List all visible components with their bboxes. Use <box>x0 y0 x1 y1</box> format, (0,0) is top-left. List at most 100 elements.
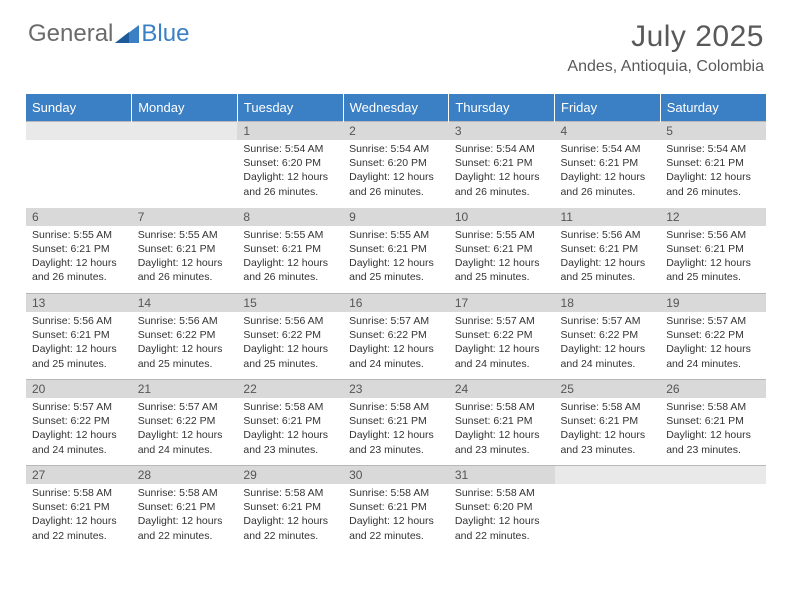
calendar-cell: 2Sunrise: 5:54 AMSunset: 6:20 PMDaylight… <box>343 122 449 208</box>
calendar-cell: 11Sunrise: 5:56 AMSunset: 6:21 PMDayligh… <box>555 208 661 294</box>
day-content: Sunrise: 5:57 AMSunset: 6:22 PMDaylight:… <box>26 398 132 461</box>
calendar-cell: 17Sunrise: 5:57 AMSunset: 6:22 PMDayligh… <box>449 294 555 380</box>
day-number: 20 <box>26 380 132 398</box>
day-content: Sunrise: 5:57 AMSunset: 6:22 PMDaylight:… <box>660 312 766 375</box>
day-content: Sunrise: 5:58 AMSunset: 6:21 PMDaylight:… <box>237 484 343 547</box>
day-number: 15 <box>237 294 343 312</box>
day-content: Sunrise: 5:54 AMSunset: 6:21 PMDaylight:… <box>660 140 766 203</box>
day-number: 6 <box>26 208 132 226</box>
calendar-cell: 3Sunrise: 5:54 AMSunset: 6:21 PMDaylight… <box>449 122 555 208</box>
calendar-cell: 24Sunrise: 5:58 AMSunset: 6:21 PMDayligh… <box>449 380 555 466</box>
day-content: Sunrise: 5:54 AMSunset: 6:21 PMDaylight:… <box>555 140 661 203</box>
day-content: Sunrise: 5:58 AMSunset: 6:21 PMDaylight:… <box>237 398 343 461</box>
day-number: 24 <box>449 380 555 398</box>
day-number: 8 <box>237 208 343 226</box>
empty-cell <box>555 466 661 484</box>
day-content: Sunrise: 5:58 AMSunset: 6:21 PMDaylight:… <box>343 398 449 461</box>
day-header: Sunday <box>26 94 132 122</box>
day-number: 28 <box>132 466 238 484</box>
empty-cell <box>26 122 132 140</box>
day-content: Sunrise: 5:55 AMSunset: 6:21 PMDaylight:… <box>237 226 343 289</box>
day-content: Sunrise: 5:54 AMSunset: 6:21 PMDaylight:… <box>449 140 555 203</box>
calendar-cell: 23Sunrise: 5:58 AMSunset: 6:21 PMDayligh… <box>343 380 449 466</box>
calendar-cell: 16Sunrise: 5:57 AMSunset: 6:22 PMDayligh… <box>343 294 449 380</box>
day-number: 16 <box>343 294 449 312</box>
calendar-cell: 9Sunrise: 5:55 AMSunset: 6:21 PMDaylight… <box>343 208 449 294</box>
day-content: Sunrise: 5:56 AMSunset: 6:21 PMDaylight:… <box>26 312 132 375</box>
calendar-cell: 18Sunrise: 5:57 AMSunset: 6:22 PMDayligh… <box>555 294 661 380</box>
location: Andes, Antioquia, Colombia <box>567 58 764 76</box>
calendar-cell: 10Sunrise: 5:55 AMSunset: 6:21 PMDayligh… <box>449 208 555 294</box>
day-number: 10 <box>449 208 555 226</box>
calendar-cell: 22Sunrise: 5:58 AMSunset: 6:21 PMDayligh… <box>237 380 343 466</box>
month-title: July 2025 <box>567 20 764 54</box>
day-content: Sunrise: 5:57 AMSunset: 6:22 PMDaylight:… <box>555 312 661 375</box>
calendar-row: 27Sunrise: 5:58 AMSunset: 6:21 PMDayligh… <box>26 466 766 552</box>
day-header: Saturday <box>660 94 766 122</box>
calendar-cell: 29Sunrise: 5:58 AMSunset: 6:21 PMDayligh… <box>237 466 343 552</box>
day-content: Sunrise: 5:57 AMSunset: 6:22 PMDaylight:… <box>132 398 238 461</box>
calendar-cell: 5Sunrise: 5:54 AMSunset: 6:21 PMDaylight… <box>660 122 766 208</box>
day-number: 29 <box>237 466 343 484</box>
calendar-cell: 14Sunrise: 5:56 AMSunset: 6:22 PMDayligh… <box>132 294 238 380</box>
calendar-cell <box>555 466 661 552</box>
calendar-cell: 19Sunrise: 5:57 AMSunset: 6:22 PMDayligh… <box>660 294 766 380</box>
day-content: Sunrise: 5:56 AMSunset: 6:21 PMDaylight:… <box>660 226 766 289</box>
day-content: Sunrise: 5:55 AMSunset: 6:21 PMDaylight:… <box>343 226 449 289</box>
day-content: Sunrise: 5:54 AMSunset: 6:20 PMDaylight:… <box>343 140 449 203</box>
day-content: Sunrise: 5:58 AMSunset: 6:21 PMDaylight:… <box>660 398 766 461</box>
calendar-cell: 21Sunrise: 5:57 AMSunset: 6:22 PMDayligh… <box>132 380 238 466</box>
calendar-cell: 28Sunrise: 5:58 AMSunset: 6:21 PMDayligh… <box>132 466 238 552</box>
calendar-cell <box>132 122 238 208</box>
calendar-row: 6Sunrise: 5:55 AMSunset: 6:21 PMDaylight… <box>26 208 766 294</box>
calendar-cell: 25Sunrise: 5:58 AMSunset: 6:21 PMDayligh… <box>555 380 661 466</box>
day-content: Sunrise: 5:58 AMSunset: 6:21 PMDaylight:… <box>343 484 449 547</box>
day-number: 31 <box>449 466 555 484</box>
day-number: 21 <box>132 380 238 398</box>
calendar-cell: 26Sunrise: 5:58 AMSunset: 6:21 PMDayligh… <box>660 380 766 466</box>
day-number: 7 <box>132 208 238 226</box>
day-content: Sunrise: 5:58 AMSunset: 6:21 PMDaylight:… <box>26 484 132 547</box>
logo-text-blue: Blue <box>141 20 189 48</box>
day-header: Thursday <box>449 94 555 122</box>
day-number: 3 <box>449 122 555 140</box>
logo-text-general: General <box>28 20 113 48</box>
calendar-cell: 30Sunrise: 5:58 AMSunset: 6:21 PMDayligh… <box>343 466 449 552</box>
day-number: 30 <box>343 466 449 484</box>
day-content: Sunrise: 5:56 AMSunset: 6:22 PMDaylight:… <box>237 312 343 375</box>
calendar-header-row: SundayMondayTuesdayWednesdayThursdayFrid… <box>26 94 766 122</box>
day-content: Sunrise: 5:55 AMSunset: 6:21 PMDaylight:… <box>132 226 238 289</box>
calendar-cell: 1Sunrise: 5:54 AMSunset: 6:20 PMDaylight… <box>237 122 343 208</box>
logo: General Blue <box>28 20 189 48</box>
day-content: Sunrise: 5:57 AMSunset: 6:22 PMDaylight:… <box>449 312 555 375</box>
header: General Blue July 2025 Andes, Antioquia,… <box>0 0 792 84</box>
calendar-cell <box>660 466 766 552</box>
day-content: Sunrise: 5:58 AMSunset: 6:21 PMDaylight:… <box>449 398 555 461</box>
calendar-cell <box>26 122 132 208</box>
day-header: Tuesday <box>237 94 343 122</box>
day-number: 25 <box>555 380 661 398</box>
day-number: 23 <box>343 380 449 398</box>
day-number: 13 <box>26 294 132 312</box>
empty-cell <box>660 466 766 484</box>
calendar-cell: 13Sunrise: 5:56 AMSunset: 6:21 PMDayligh… <box>26 294 132 380</box>
day-number: 9 <box>343 208 449 226</box>
day-content: Sunrise: 5:57 AMSunset: 6:22 PMDaylight:… <box>343 312 449 375</box>
calendar-row: 13Sunrise: 5:56 AMSunset: 6:21 PMDayligh… <box>26 294 766 380</box>
calendar-cell: 31Sunrise: 5:58 AMSunset: 6:20 PMDayligh… <box>449 466 555 552</box>
day-number: 4 <box>555 122 661 140</box>
day-number: 12 <box>660 208 766 226</box>
day-number: 27 <box>26 466 132 484</box>
day-number: 2 <box>343 122 449 140</box>
day-header: Wednesday <box>343 94 449 122</box>
day-number: 14 <box>132 294 238 312</box>
calendar-row: 1Sunrise: 5:54 AMSunset: 6:20 PMDaylight… <box>26 122 766 208</box>
day-number: 22 <box>237 380 343 398</box>
day-number: 19 <box>660 294 766 312</box>
day-content: Sunrise: 5:58 AMSunset: 6:20 PMDaylight:… <box>449 484 555 547</box>
calendar-cell: 20Sunrise: 5:57 AMSunset: 6:22 PMDayligh… <box>26 380 132 466</box>
day-header: Friday <box>555 94 661 122</box>
day-number: 26 <box>660 380 766 398</box>
logo-triangle-icon <box>115 25 139 43</box>
day-content: Sunrise: 5:58 AMSunset: 6:21 PMDaylight:… <box>555 398 661 461</box>
